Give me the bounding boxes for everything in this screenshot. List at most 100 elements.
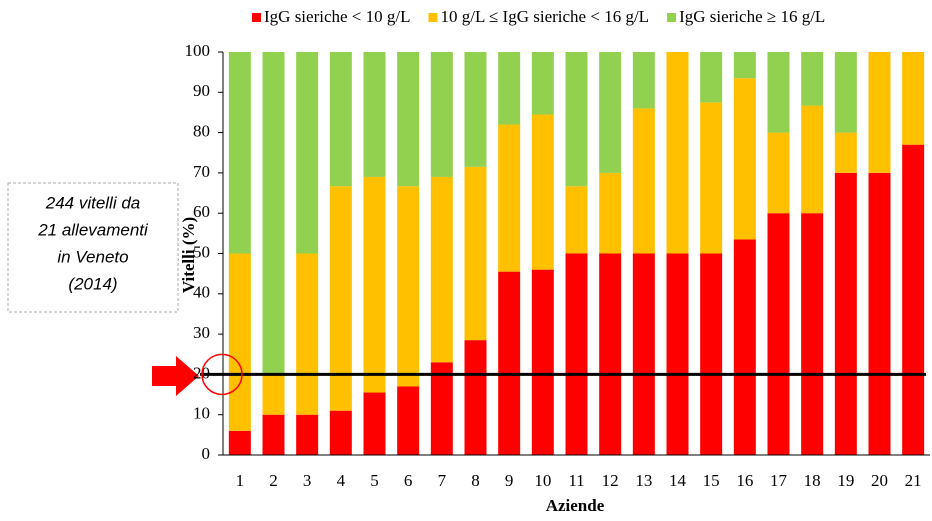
x-tick-label: 12 [602,471,619,490]
x-tick-label: 17 [770,471,788,490]
x-axis-title: Aziende [546,496,605,515]
x-tick-label: 7 [438,471,447,490]
x-tick-label: 16 [736,471,753,490]
y-tick-label: 100 [185,41,211,60]
bar-segment [498,271,521,455]
bar-segment [733,78,756,240]
legend-swatch [667,13,677,22]
bar-segment [228,430,251,455]
bar-segment [767,52,790,133]
bar-segment [801,52,824,106]
bar-segment [228,52,251,254]
bar-segment [700,102,723,254]
bar-segment [599,172,622,254]
bar-segment [498,124,521,272]
bar-segment [262,52,285,375]
x-tick-label: 8 [471,471,480,490]
bar-segment [834,172,857,455]
y-tick-label: 30 [193,323,210,342]
bar-segment [363,392,386,455]
bar-segment [868,172,891,455]
bar-segment [531,114,554,270]
y-tick-label: 40 [193,283,210,302]
legend-swatch [428,13,438,22]
bar-segment [262,414,285,455]
x-tick-label: 4 [337,471,346,490]
bar-segment [430,176,453,363]
bar-segment [296,253,319,415]
bar-segment [599,52,622,173]
bar-segment [329,410,352,455]
bar-segment [397,386,420,455]
bar-segment [834,132,857,173]
x-tick-label: 19 [837,471,854,490]
annotation-box [7,182,179,313]
bar-segment [531,269,554,455]
bar-segment [733,239,756,455]
bar-segment [363,52,386,177]
bar-segment [565,186,588,254]
x-tick-label: 13 [635,471,652,490]
x-tick-label: 14 [669,471,687,490]
y-tick-label: 90 [193,81,210,100]
bar-segment [329,52,352,187]
annotation: (2014) [68,274,117,293]
x-tick-label: 2 [269,471,278,490]
x-tick-label: 3 [303,471,312,490]
annotation: 21 allevamenti [37,220,149,239]
x-tick-label: 18 [804,471,821,490]
bar-segment [464,166,487,341]
x-tick-label: 1 [236,471,245,490]
legend-label: IgG sieriche < 10 g/L [264,7,411,26]
highlight-circle [201,353,243,396]
bar-segment [531,52,554,115]
y-tick-label: 80 [193,122,210,141]
bar-segment [767,213,790,455]
bar-segment [834,52,857,133]
bar-segment [700,52,723,103]
x-tick-label: 11 [568,471,584,490]
legend-label: IgG sieriche ≥ 16 g/L [679,7,825,26]
y-tick-label: 10 [193,404,210,423]
bar-segment [902,144,925,455]
x-tick-label: 10 [534,471,551,490]
arrow [152,356,199,396]
bar-segment [296,414,319,455]
bar-segment [565,253,588,455]
legend-swatch [252,13,261,22]
bar-segment [801,105,824,214]
bar-segment [666,253,689,455]
bar-segment [363,176,386,393]
bar-segment [632,108,655,254]
y-tick-label: 50 [193,242,210,261]
bar-segment [700,253,723,455]
bar-segment [397,52,420,187]
bar-segment [430,52,453,177]
annotation: in Veneto [57,247,128,266]
bar-segment [397,186,420,387]
x-tick-label: 6 [404,471,413,490]
bar-segment [666,52,689,254]
annotation: 244 vitelli da [45,193,141,212]
y-axis-title: Vitelli (%) [179,217,198,293]
x-tick-label: 20 [871,471,888,490]
bar-segment [262,374,285,415]
bar-segment [632,52,655,109]
legend-label: 10 g/L ≤ IgG sieriche < 16 g/L [441,7,650,26]
bar-segment [902,52,925,145]
x-tick-label: 5 [370,471,379,490]
bar-segment [767,132,790,214]
x-tick-label: 15 [703,471,720,490]
x-tick-label: 9 [505,471,514,490]
bar-segment [464,340,487,455]
bar-segment [498,52,521,125]
bar-segment [430,362,453,455]
bar-segment [228,253,251,431]
bar-segment [868,52,891,173]
bar-segment [801,213,824,455]
y-tick-label: 60 [193,202,210,221]
bar-segment [296,52,319,254]
bar-segment [599,253,622,455]
bar-segment [329,186,352,411]
